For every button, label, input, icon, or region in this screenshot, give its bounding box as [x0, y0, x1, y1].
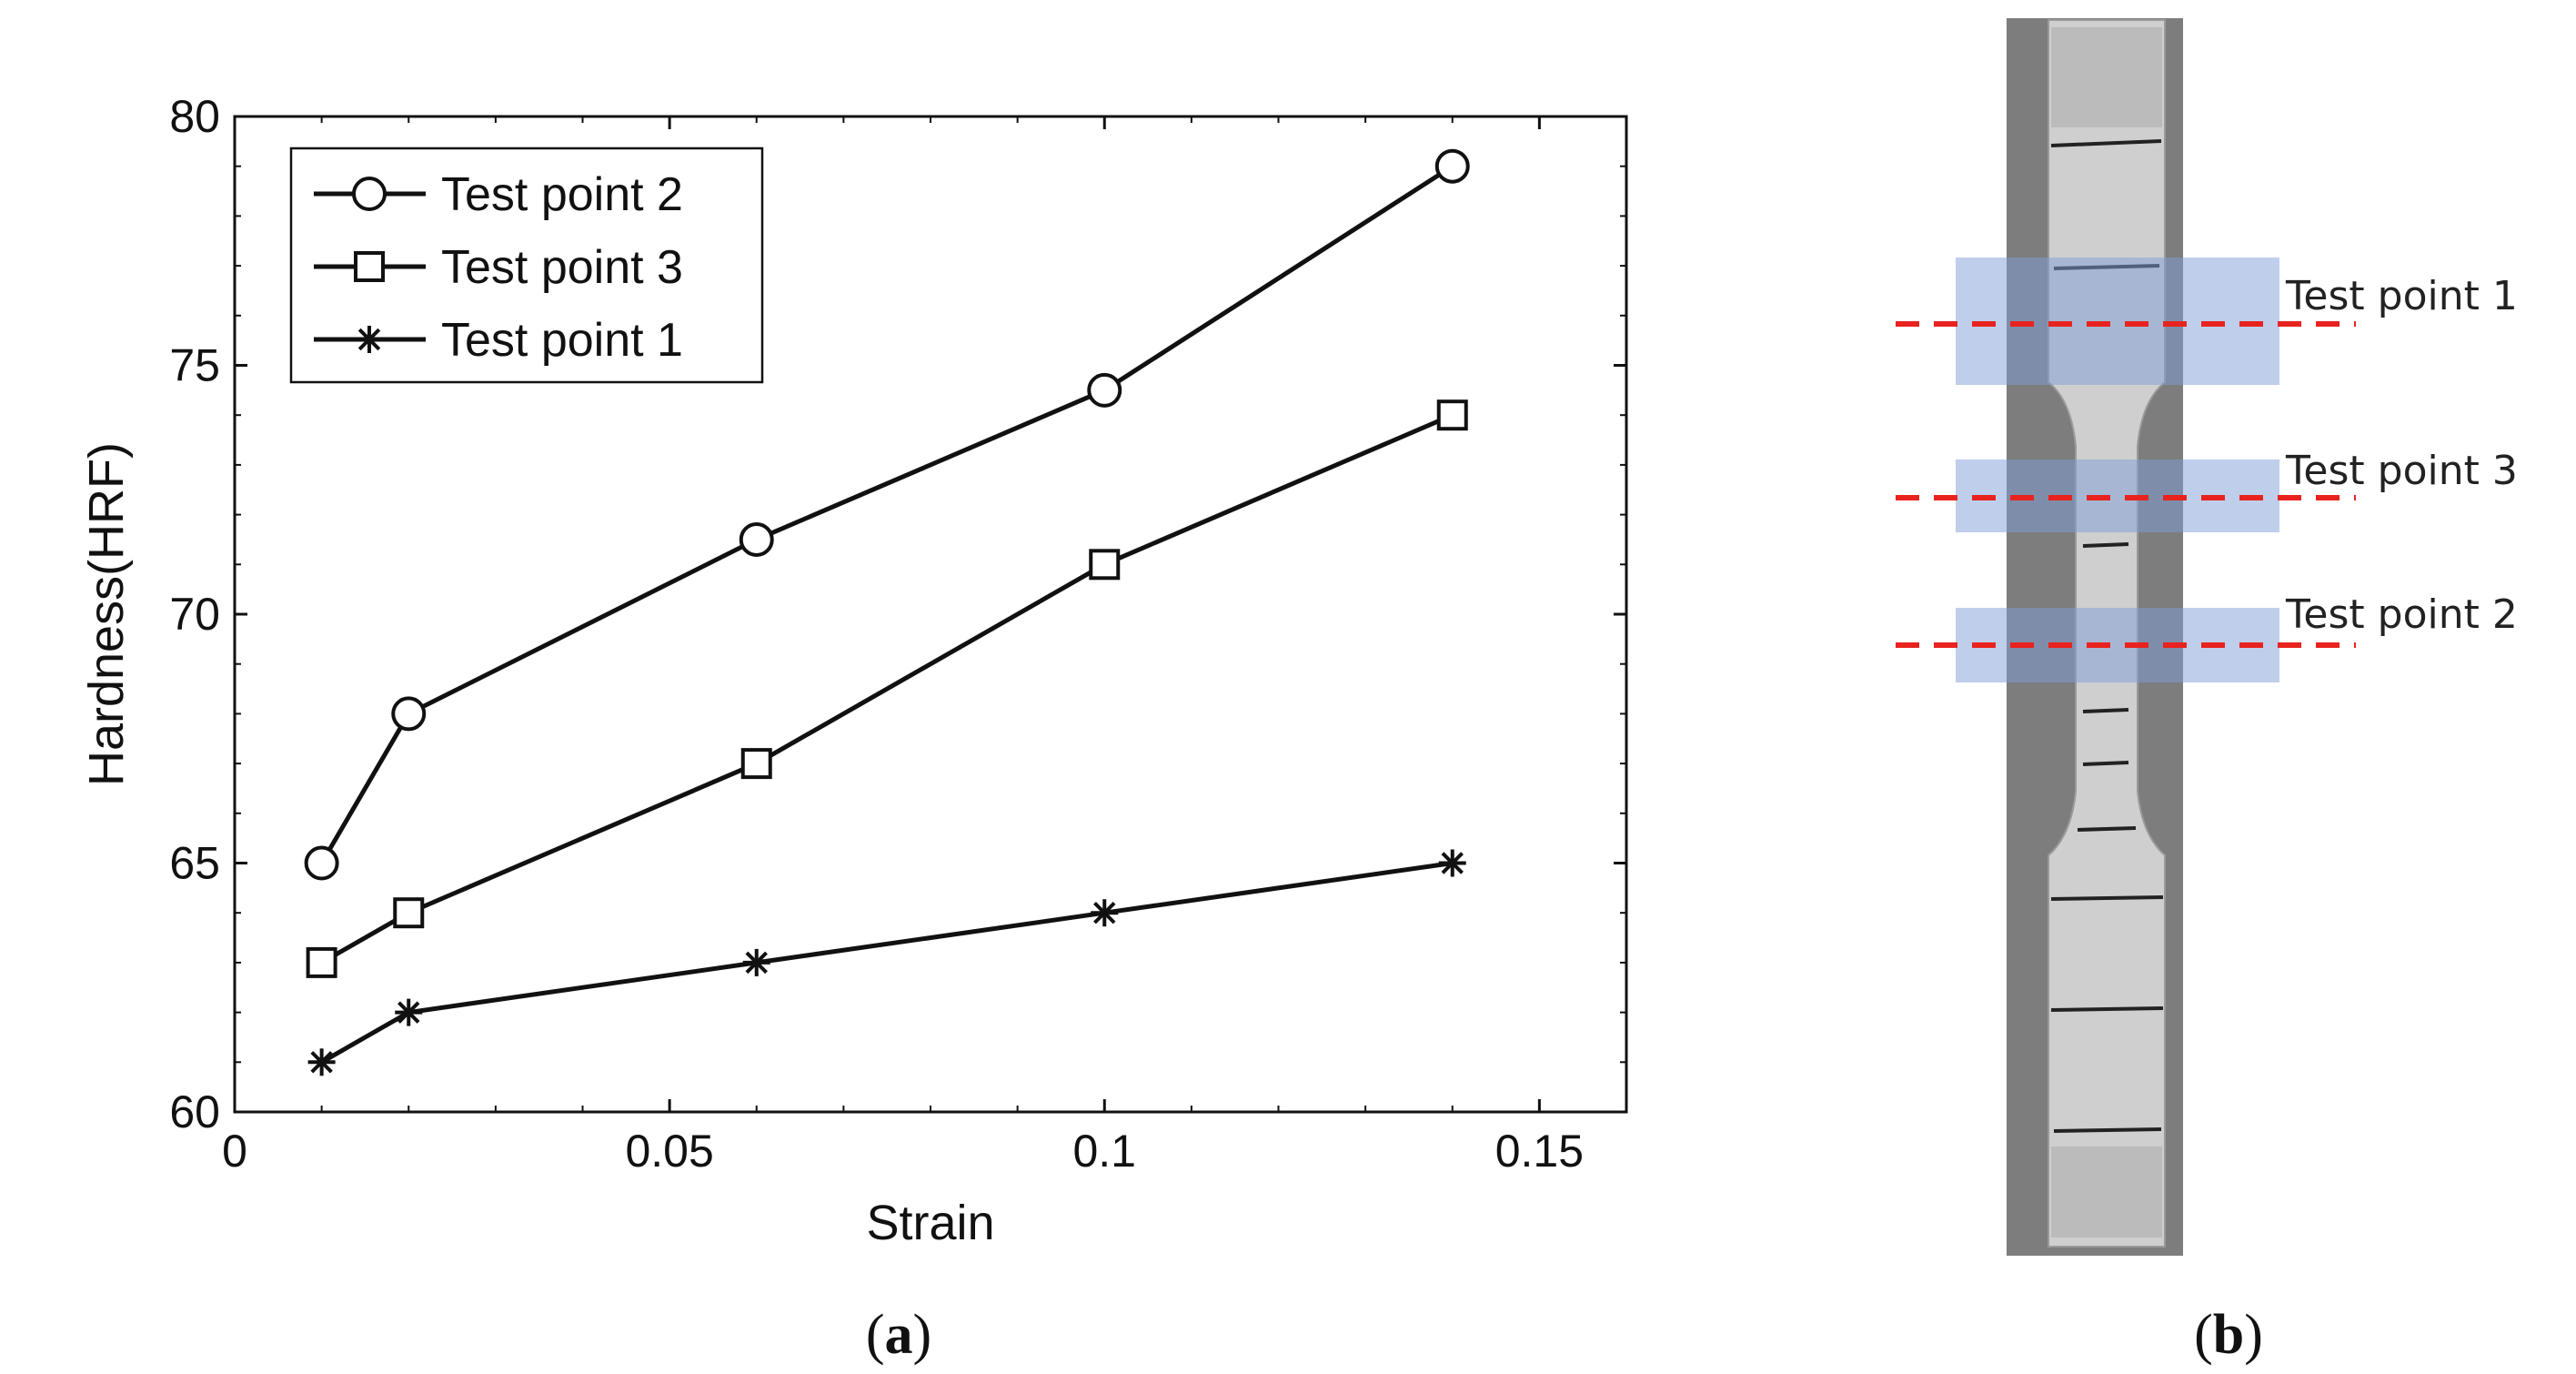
y-tick-label: 70 — [169, 589, 220, 640]
x-tick-label: 0.1 — [1072, 1126, 1136, 1177]
x-tick-labels: 0 0.05 0.1 0.15 — [222, 1126, 1584, 1177]
data-point-test-point-2 — [391, 696, 427, 732]
data-point-test-point-1 — [1438, 849, 1466, 877]
series-line-test-point-1 — [320, 861, 1454, 1065]
data-point-test-point-1 — [395, 998, 423, 1026]
data-point-test-point-3 — [306, 946, 337, 978]
y-tick-labels: 60 65 70 75 80 — [169, 91, 220, 1137]
data-point-test-point-2 — [1434, 148, 1470, 184]
data-point-test-point-3 — [393, 897, 425, 929]
panel-a-label: (a) — [866, 1304, 931, 1366]
legend-label: Test point 2 — [441, 168, 683, 221]
specimen-photo-panel: Test point 1 Test point 3 Test point 2 — [1896, 18, 2518, 1256]
x-tick-label: 0.05 — [625, 1126, 713, 1177]
data-point-test-point-3 — [1436, 399, 1468, 431]
grip-texture-top — [2051, 27, 2162, 127]
test-point-3-band — [1956, 460, 2279, 532]
data-point-test-point-2 — [304, 845, 339, 881]
y-axis-label: Hardness(HRF) — [79, 442, 134, 786]
series-line-test-point-3 — [320, 412, 1454, 965]
test-point-1-label: Test point 1 — [2285, 273, 2518, 319]
legend-entry-test-point-2: Test point 2 — [314, 168, 683, 221]
test-point-bands — [1956, 258, 2279, 682]
test-point-3-label: Test point 3 — [2285, 448, 2518, 494]
data-point-test-point-3 — [1089, 549, 1121, 581]
legend-label: Test point 1 — [441, 314, 683, 367]
grip-texture-bottom — [2051, 1147, 2162, 1238]
hardness-strain-chart: 0 0.05 0.1 0.15 60 65 70 75 80 Strain Hardness(… — [79, 91, 1628, 1250]
test-point-1-band — [1956, 258, 2279, 385]
legend-marker — [354, 251, 385, 282]
x-axis-label: Strain — [866, 1196, 994, 1250]
legend-entry-test-point-3: Test point 3 — [314, 241, 683, 294]
data-point-test-point-2 — [739, 521, 774, 557]
test-point-2-band — [1956, 608, 2279, 682]
panel-b-label: (b) — [2194, 1304, 2263, 1366]
y-tick-label: 80 — [169, 91, 220, 142]
series-group — [304, 148, 1470, 1076]
test-point-2-label: Test point 2 — [2285, 591, 2518, 638]
legend-marker — [356, 326, 383, 353]
y-tick-label: 65 — [169, 838, 220, 889]
y-tick-label: 75 — [169, 340, 220, 391]
legend: Test point 2 Test point 3 Test point 1 — [289, 146, 764, 384]
test-point-lines — [1896, 321, 2356, 648]
legend-entry-test-point-1: Test point 1 — [314, 314, 683, 367]
axis-ticks — [233, 115, 1627, 1114]
data-point-test-point-1 — [1091, 899, 1119, 927]
data-point-test-point-3 — [740, 748, 772, 780]
legend-marker — [352, 177, 387, 211]
x-tick-label: 0 — [222, 1126, 247, 1177]
data-point-test-point-2 — [1087, 372, 1122, 408]
x-tick-label: 0.15 — [1495, 1126, 1584, 1177]
legend-label: Test point 3 — [441, 241, 683, 294]
data-point-test-point-1 — [742, 948, 770, 976]
data-point-test-point-1 — [307, 1048, 336, 1076]
y-tick-label: 60 — [169, 1086, 220, 1137]
